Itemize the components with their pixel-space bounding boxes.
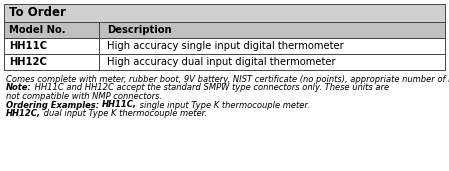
Bar — [99, 38, 445, 54]
Text: To Order: To Order — [9, 6, 66, 19]
Text: single input Type K thermocouple meter.: single input Type K thermocouple meter. — [137, 101, 310, 109]
Text: High accuracy dual input digital thermometer: High accuracy dual input digital thermom… — [107, 57, 335, 67]
Bar — [4, 4, 445, 22]
Text: dual input Type K thermocouple meter.: dual input Type K thermocouple meter. — [41, 109, 207, 118]
Text: Description: Description — [107, 25, 172, 35]
Bar — [4, 22, 99, 38]
Text: HH12C,: HH12C, — [6, 109, 41, 118]
Text: Note:: Note: — [6, 83, 32, 93]
Bar — [99, 54, 445, 70]
Text: Ordering Examples:: Ordering Examples: — [6, 101, 102, 109]
Text: HH12C: HH12C — [9, 57, 47, 67]
Bar — [99, 22, 445, 38]
Text: HH11C: HH11C — [9, 41, 47, 51]
Text: HH11C and HH12C accept the standard SMPW type connectors only. These units are: HH11C and HH12C accept the standard SMPW… — [32, 83, 389, 93]
Bar — [4, 54, 99, 70]
Text: Model No.: Model No. — [9, 25, 66, 35]
Text: Comes complete with meter, rubber boot, 9V battery, NIST certificate (no points): Comes complete with meter, rubber boot, … — [6, 75, 449, 84]
Text: High accuracy single input digital thermometer: High accuracy single input digital therm… — [107, 41, 343, 51]
Text: not compatible with NMP connectors.: not compatible with NMP connectors. — [6, 92, 162, 101]
Bar — [4, 38, 99, 54]
Text: HH11C,: HH11C, — [102, 101, 137, 109]
